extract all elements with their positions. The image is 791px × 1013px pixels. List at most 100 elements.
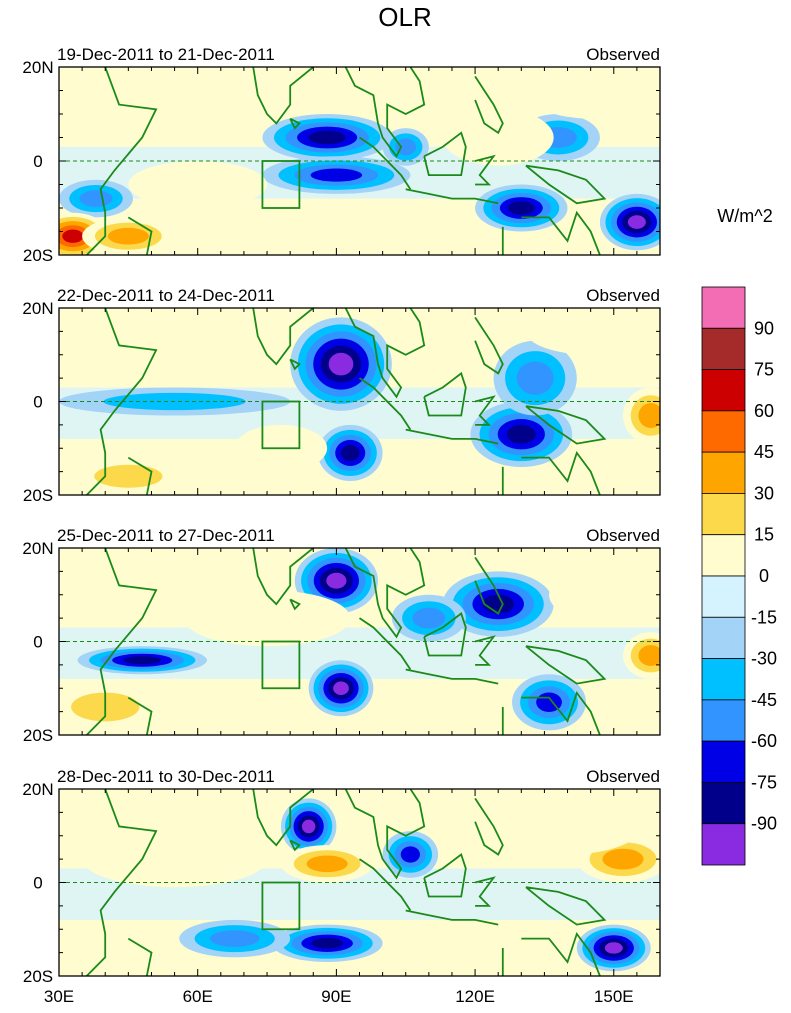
coastline — [252, 548, 314, 606]
colorbar-label: 0 — [759, 566, 769, 586]
coastline — [358, 377, 412, 431]
study-box — [261, 640, 301, 690]
ticks — [59, 307, 661, 496]
coastlines — [86, 789, 607, 976]
colorbar-label: 30 — [754, 483, 774, 503]
colorbar-swatch — [701, 575, 746, 618]
coastline — [423, 131, 467, 176]
anomaly-contour — [308, 130, 346, 145]
coastline — [423, 853, 467, 898]
coastline — [127, 216, 153, 255]
y-tick-label: 20S — [23, 967, 53, 986]
colorbar-label: -45 — [751, 690, 777, 710]
coastline — [358, 858, 412, 911]
anomaly-contour — [627, 215, 646, 229]
y-tick-label: 20N — [22, 780, 53, 799]
coastline — [289, 839, 301, 852]
colorbar-label: 45 — [754, 442, 774, 462]
coastline — [358, 617, 412, 670]
figure-title: OLR — [378, 2, 431, 32]
panel-tag-label: Observed — [586, 286, 660, 305]
anomaly-contour — [306, 855, 348, 873]
coastline — [405, 909, 499, 926]
colorbar-swatch — [701, 286, 746, 329]
y-tick-label: 20S — [23, 726, 53, 745]
coastline — [521, 210, 601, 255]
colorbar-swatch — [701, 410, 746, 453]
colorbar: 90 75 60 45 30 15 0 -15 -30 -45 -60 -75 -90 — [701, 286, 777, 866]
coastline — [525, 886, 607, 926]
panel-date-label: 25-Dec-2011 to 27-Dec-2011 — [57, 526, 275, 545]
coastline — [521, 450, 601, 495]
coastline — [405, 428, 499, 445]
anomaly-contour — [442, 109, 554, 166]
anomaly-contour — [400, 846, 421, 863]
panel-tag-label: Observed — [586, 45, 660, 64]
coastline — [405, 668, 499, 685]
anomaly-contour — [128, 161, 268, 208]
coastline — [344, 67, 426, 159]
anomaly-contour — [482, 594, 515, 614]
coastline — [289, 358, 301, 371]
map-panel: 20N 0 20S 19-Dec-2011 to 21-Dec-2011 Observe… — [22, 45, 661, 265]
ticks — [59, 547, 661, 736]
colorbar-swatch — [701, 369, 746, 412]
anomaly-contour — [183, 590, 351, 647]
anomaly-contour — [301, 819, 316, 834]
coastline — [252, 308, 314, 366]
coastline — [358, 136, 412, 190]
coastlines — [86, 308, 607, 495]
study-box — [261, 881, 301, 931]
y-tick-label: 20S — [23, 486, 53, 505]
panel-date-label: 28-Dec-2011 to 30-Dec-2011 — [57, 767, 275, 786]
coastline — [474, 797, 504, 856]
coastline — [474, 635, 496, 666]
anomaly-contour — [210, 930, 260, 947]
anomaly-contour — [549, 566, 660, 623]
anomaly-contour — [94, 464, 163, 488]
coastline — [344, 789, 426, 880]
coastline — [474, 876, 496, 907]
coastline — [474, 556, 504, 615]
y-tick-label: 20N — [22, 539, 53, 558]
colorbar-label: 15 — [754, 525, 774, 545]
colorbar-swatch — [701, 534, 746, 577]
anomaly-contour — [493, 798, 642, 855]
coastline — [405, 188, 499, 205]
anomaly-contour — [602, 848, 644, 870]
anomaly-contour — [328, 352, 354, 376]
anomaly-contour — [123, 656, 161, 665]
coastline — [525, 164, 607, 205]
x-tick-label: 30E — [44, 987, 74, 1006]
colorbar-units: W/m^2 — [717, 206, 772, 226]
anomaly-contour — [516, 361, 554, 395]
ticks — [59, 788, 661, 977]
coastline — [127, 696, 153, 735]
study-box — [261, 400, 301, 450]
coastline — [474, 75, 504, 135]
coastlines — [86, 67, 607, 255]
coastlines — [86, 548, 607, 735]
anomaly-contour — [82, 831, 268, 888]
colorbar-swatch — [701, 823, 746, 866]
anomaly-contour — [506, 424, 536, 444]
anomaly-contour — [508, 201, 535, 215]
coastline — [86, 308, 158, 495]
colorbar-swatch — [701, 493, 746, 536]
colorbar-swatch — [701, 327, 746, 370]
coastline — [344, 308, 426, 399]
x-tick-label: 90E — [321, 987, 351, 1006]
coastline — [86, 548, 158, 735]
coastline — [252, 789, 314, 847]
coastline — [127, 456, 153, 495]
anomaly-contour — [638, 403, 660, 428]
coastline — [127, 937, 153, 976]
coastline — [474, 154, 496, 186]
colorbar-label: -75 — [751, 772, 777, 792]
y-tick-label: 20N — [22, 58, 53, 77]
colorbar-label: -60 — [751, 731, 777, 751]
anomaly-contour — [604, 942, 623, 954]
panel-date-label: 22-Dec-2011 to 24-Dec-2011 — [57, 286, 275, 305]
coastline — [521, 690, 601, 735]
